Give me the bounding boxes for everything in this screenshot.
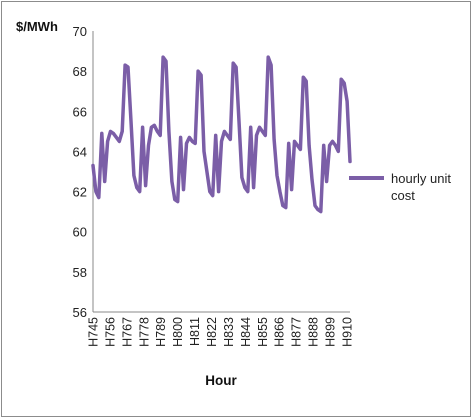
- x-tick-label-11: H866: [273, 317, 287, 347]
- legend: hourly unit cost: [349, 171, 451, 203]
- series-layer: [91, 55, 352, 214]
- x-tick-label-2: H767: [120, 317, 134, 347]
- x-tick-label-5: H800: [171, 317, 185, 347]
- x-tick-label-0: H745: [87, 317, 101, 347]
- x-tick-label-15: H910: [340, 317, 354, 347]
- y-tick-label-5: 66: [73, 104, 87, 119]
- y-tick-labels: 56 58 60 62 64 66 68 70: [73, 24, 87, 320]
- x-tick-label-12: H877: [290, 317, 304, 347]
- y-tick-label-4: 64: [73, 144, 87, 159]
- x-tick-labels: H745 H756 H767 H778 H789 H800 H811 H822 H833 H844…: [87, 317, 355, 347]
- y-tick-label-3: 62: [73, 185, 87, 200]
- legend-label: hourly unit cost: [391, 171, 451, 203]
- y-tick-label-2: 60: [73, 225, 87, 240]
- y-axis-label: $/MWh: [16, 19, 58, 34]
- x-tick-label-8: H833: [222, 317, 236, 347]
- series-line-0: [91, 55, 352, 214]
- x-tick-label-4: H789: [154, 317, 168, 347]
- x-tick-label-13: H888: [307, 317, 321, 347]
- x-tick-label-14: H899: [323, 317, 337, 347]
- x-axis-label: Hour: [205, 373, 237, 388]
- x-tick-label-7: H822: [205, 317, 219, 347]
- x-tick-label-6: H811: [188, 317, 202, 346]
- y-tick-label-1: 58: [73, 265, 87, 280]
- y-tick-label-6: 68: [73, 64, 87, 79]
- x-tick-label-10: H855: [256, 317, 270, 347]
- y-tick-label-0: 56: [73, 305, 87, 320]
- x-tick-label-9: H844: [239, 317, 253, 347]
- x-tick-label-1: H756: [103, 317, 117, 347]
- y-tick-label-7: 70: [73, 24, 87, 39]
- x-tick-label-3: H778: [137, 317, 151, 347]
